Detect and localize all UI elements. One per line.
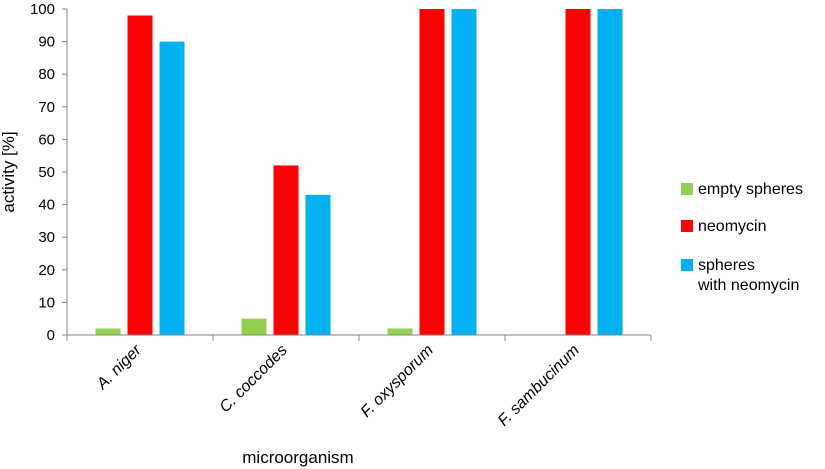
legend-swatch-1 <box>681 183 693 195</box>
y-tick-label: 50 <box>38 164 55 181</box>
y-ticks-group: 0 10 20 30 40 50 60 70 80 90 100 <box>30 1 67 344</box>
y-tick-label: 30 <box>38 229 55 246</box>
bar-3-3 <box>451 9 477 335</box>
x-categories-group: A. niger C. coccodes F. oxysporum F. sambuc… <box>93 341 583 429</box>
bar-1-2 <box>241 318 267 335</box>
x-axis-title: microorganism <box>242 448 353 467</box>
y-tick-label: 10 <box>38 294 55 311</box>
bar-3-4 <box>597 9 623 335</box>
x-category-label: F. oxysporum <box>358 342 437 421</box>
x-category-label: F. sambucinum <box>495 342 583 430</box>
bars-group <box>95 9 623 336</box>
bar-2-2 <box>273 165 299 335</box>
y-tick-label: 20 <box>38 262 55 279</box>
legend-label-3: spheres with neomycin <box>697 257 799 294</box>
y-tick-label: 0 <box>47 327 55 344</box>
bar-3-1 <box>159 41 185 335</box>
bar-2-3 <box>419 9 445 335</box>
y-axis-title: activity [%] <box>0 131 18 212</box>
y-tick-label: 60 <box>38 131 55 148</box>
legend-swatch-3 <box>681 259 693 271</box>
y-tick-label: 70 <box>38 99 55 116</box>
bar-3-2 <box>305 194 331 335</box>
legend-label-2: neomycin <box>698 218 766 235</box>
y-tick-label: 100 <box>30 1 55 18</box>
y-tick-label: 80 <box>38 66 55 83</box>
x-category-label: A. niger <box>93 341 145 393</box>
legend-label-1: empty spheres <box>698 181 803 198</box>
legend: empty spheres neomycin spheres with neomyci… <box>681 181 803 294</box>
y-tick-label: 40 <box>38 197 55 214</box>
y-tick-label: 90 <box>38 34 55 51</box>
x-category-label: C. coccodes <box>217 342 291 416</box>
legend-swatch-2 <box>681 220 693 232</box>
bar-2-4 <box>565 9 591 335</box>
bar-1-1 <box>95 328 121 335</box>
bar-1-3 <box>387 328 413 335</box>
bar-2-1 <box>127 15 153 336</box>
